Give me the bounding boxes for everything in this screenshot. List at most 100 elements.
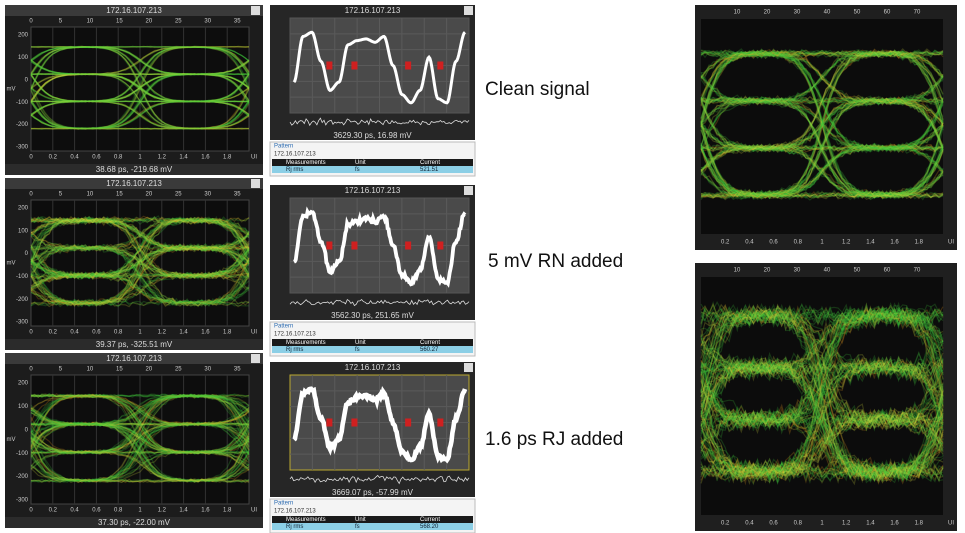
eye-panel-large: 102030405060700.20.40.60.811.21.41.61.8U… [695, 263, 957, 531]
top-tick: 30 [794, 10, 801, 16]
bottom-tick: 0.2 [721, 240, 730, 246]
icon[interactable] [464, 186, 473, 195]
table-cell: Rj rms [286, 524, 303, 530]
icon[interactable] [464, 363, 473, 372]
panel-title: 172.16.107.213 [106, 354, 162, 363]
x-unit: UI [251, 508, 257, 514]
readout: 3562.30 ps, 251.65 mV [331, 311, 414, 320]
marker [405, 419, 411, 427]
bottom-tick: 0.8 [114, 508, 123, 514]
bottom-tick: 1.6 [890, 240, 899, 246]
bottom-tick: 1.6 [201, 155, 210, 161]
table-cell: fs [355, 347, 360, 353]
top-tick: 25 [175, 19, 182, 25]
marker [437, 62, 443, 70]
bottom-tick: 1.2 [842, 521, 851, 527]
left-tick: -100 [16, 100, 29, 106]
bottom-tick: 0.2 [49, 330, 58, 336]
panel-title: 172.16.107.213 [106, 6, 162, 15]
address: 172.16.107.213 [274, 332, 316, 338]
bottom-tick: 0.6 [92, 508, 101, 514]
bottom-tick: 1.4 [179, 508, 188, 514]
table-cell: 560.27 [420, 347, 439, 353]
bottom-tick: 1.8 [915, 521, 924, 527]
panel-title: 172.16.107.213 [345, 186, 401, 195]
top-tick: 10 [734, 10, 741, 16]
bottom-tick: 1.6 [201, 508, 210, 514]
top-tick: 50 [854, 10, 861, 16]
bottom-tick: 0.2 [49, 508, 58, 514]
wave-panel: 172.16.107.2133629.30 ps, 16.98 mVPatter… [270, 5, 475, 176]
top-tick: 30 [204, 19, 211, 25]
marker [351, 242, 357, 250]
icon[interactable] [251, 6, 260, 15]
bottom-tick: 1.2 [158, 508, 167, 514]
condition-label: 5 mV RN added [488, 251, 623, 272]
left-tick: 200 [18, 206, 29, 212]
table-cell: 568.20 [420, 524, 439, 530]
panel-title: 172.16.107.213 [106, 179, 162, 188]
left-tick: -100 [16, 274, 29, 280]
left-tick: 200 [18, 381, 29, 387]
eye-panel: 172.16.107.2130510152025303500.20.40.60.… [5, 5, 263, 175]
bottom-tick: 1.4 [179, 330, 188, 336]
icon[interactable] [251, 179, 260, 188]
table-cell: fs [355, 167, 360, 173]
marker [405, 242, 411, 250]
readout: 39.37 ps, -325.51 mV [96, 340, 173, 349]
panel-title: 172.16.107.213 [345, 6, 401, 15]
top-tick: 30 [204, 367, 211, 373]
top-tick: 35 [234, 367, 241, 373]
condition-label: Clean signal [485, 79, 590, 100]
top-tick: 40 [824, 268, 831, 274]
left-tick: -200 [16, 474, 29, 480]
top-tick: 15 [116, 367, 123, 373]
top-tick: 10 [87, 367, 94, 373]
readout: 38.68 ps, -219.68 mV [96, 165, 173, 174]
y-unit: mV [7, 87, 16, 93]
top-tick: 15 [116, 19, 123, 25]
icon[interactable] [251, 354, 260, 363]
bottom-tick: 1.4 [866, 521, 875, 527]
bottom-tick: 0.4 [70, 155, 79, 161]
panel-title: 172.16.107.213 [345, 363, 401, 372]
marker [326, 62, 332, 70]
bottom-tick: 0.8 [114, 155, 123, 161]
table-cell: fs [355, 524, 360, 530]
left-tick: 100 [18, 228, 29, 234]
marker [437, 419, 443, 427]
bottom-tick: 0.8 [794, 240, 803, 246]
top-tick: 30 [794, 268, 801, 274]
readout: 37.30 ps, -22.00 mV [98, 518, 171, 527]
bottom-tick: 1.8 [915, 240, 924, 246]
table-head: Unit [355, 340, 366, 346]
eye-panel: 172.16.107.2130510152025303500.20.40.60.… [5, 353, 263, 528]
table-head: Unit [355, 517, 366, 523]
top-tick: 70 [914, 10, 921, 16]
left-tick: 100 [18, 55, 29, 61]
x-unit: UI [948, 240, 954, 246]
bottom-tick: 1.2 [158, 155, 167, 161]
bottom-tick: 0.4 [745, 240, 754, 246]
bottom-tick: 1.4 [179, 155, 188, 161]
marker [351, 62, 357, 70]
top-tick: 50 [854, 268, 861, 274]
left-tick: -200 [16, 297, 29, 303]
left-tick: -300 [16, 145, 29, 151]
icon[interactable] [464, 6, 473, 15]
bottom-tick: 1.2 [158, 330, 167, 336]
eye-panel: 172.16.107.2130510152025303500.20.40.60.… [5, 178, 263, 350]
address: 172.16.107.213 [274, 152, 316, 158]
top-tick: 25 [175, 367, 182, 373]
bottom-tick: 0.4 [70, 508, 79, 514]
top-tick: 10 [87, 19, 94, 25]
table-head: Current [420, 160, 440, 166]
bottom-tick: 0.8 [794, 521, 803, 527]
bottom-tick: 1.8 [223, 155, 232, 161]
bottom-tick: 0.2 [49, 155, 58, 161]
table-head: Current [420, 517, 440, 523]
x-unit: UI [251, 330, 257, 336]
left-tick: -100 [16, 451, 29, 457]
marker [351, 419, 357, 427]
bottom-tick: 1.4 [866, 240, 875, 246]
